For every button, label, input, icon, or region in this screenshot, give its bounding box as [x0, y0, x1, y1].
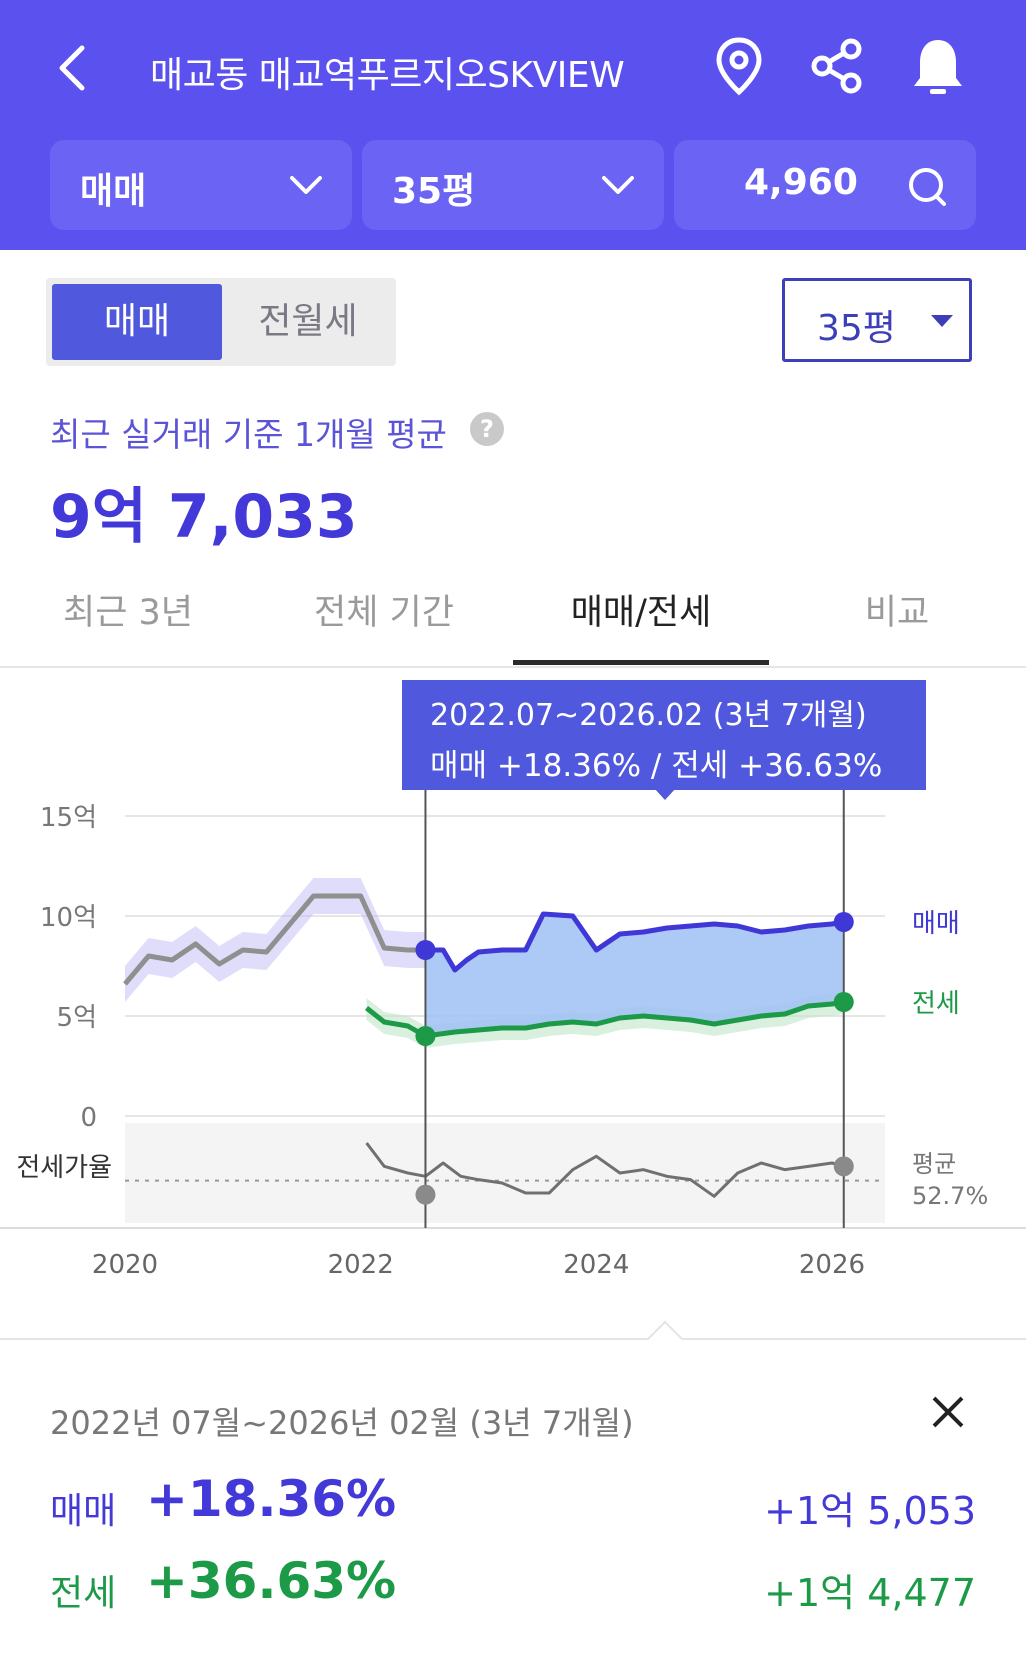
- size-dropdown-label: 35평: [817, 308, 896, 349]
- trade-type-dropdown[interactable]: 매매: [50, 140, 352, 230]
- trade-segment-control: 매매 전월세: [46, 278, 396, 366]
- summary-range: 2022년 07월~2026년 02월 (3년 7개월): [50, 1404, 634, 1442]
- summary-sale-amount: +1억 5,053: [764, 1489, 976, 1533]
- trade-type-label: 매매: [80, 171, 147, 212]
- sale-end-label: 매매: [912, 909, 960, 939]
- help-icon[interactable]: ?: [470, 412, 504, 446]
- ratio-axis-label: 전세가율: [16, 1153, 112, 1183]
- x-tick-label: 2026: [799, 1250, 865, 1280]
- summary-jeonse-amount: +1억 4,477: [764, 1571, 976, 1615]
- summary-sale-pct: +18.36%: [146, 1470, 397, 1528]
- average-label: 최근 실거래 기준 1개월 평균: [50, 415, 447, 454]
- jeonse-line: [364, 999, 845, 1039]
- average-price: 9억 7,033: [50, 482, 358, 552]
- jeonse-end-label: 전세: [912, 989, 960, 1019]
- tooltip-arrow: [654, 788, 676, 800]
- app-header: 매교동 매교역푸르지오SKVIEW 매매 35평 4,960: [0, 0, 1026, 250]
- chevron-down-icon: [290, 176, 322, 194]
- listing-count-button[interactable]: 4,960: [674, 140, 976, 230]
- jeonse-end-point: [833, 992, 854, 1012]
- x-tick-label: 2020: [92, 1250, 158, 1280]
- summary-panel: 2022년 07월~2026년 02월 (3년 7개월) 매매 +18.36% …: [0, 1320, 1026, 1661]
- summary-jeonse-label: 전세: [50, 1573, 117, 1614]
- tab-sale-jeonse[interactable]: 매매/전세: [570, 593, 712, 633]
- close-icon[interactable]: [928, 1392, 968, 1432]
- location-pin-icon[interactable]: [707, 34, 771, 98]
- area-dropdown[interactable]: 35평: [362, 140, 664, 230]
- segment-sale[interactable]: 매매: [52, 284, 222, 360]
- size-dropdown[interactable]: 35평: [782, 278, 972, 362]
- tooltip-change: 매매 +18.36% / 전세 +36.63%: [430, 748, 883, 784]
- tab-compare[interactable]: 비교: [864, 593, 930, 633]
- jeonse-start-point: [415, 1026, 436, 1046]
- chevron-down-icon: [602, 176, 634, 194]
- y-tick-label: 15억: [40, 803, 97, 833]
- y-tick-label: 10억: [40, 903, 97, 933]
- ratio-end-value: 52.7%: [912, 1182, 988, 1210]
- sale-line-past: [123, 893, 426, 986]
- tab-recent-3y[interactable]: 최근 3년: [63, 593, 193, 633]
- chart-tabs: 최근 3년 전체 기간 매매/전세 비교: [0, 576, 1026, 668]
- active-tab-indicator: [513, 660, 769, 665]
- tab-all-period[interactable]: 전체 기간: [314, 593, 454, 633]
- caret-down-icon: [931, 315, 953, 327]
- x-tick-label: 2024: [563, 1250, 629, 1280]
- listing-count: 4,960: [744, 162, 858, 203]
- back-icon[interactable]: [48, 38, 98, 98]
- range-tooltip: 2022.07~2026.02 (3년 7개월) 매매 +18.36% / 전세…: [402, 680, 926, 800]
- summary-sale-label: 매매: [50, 1491, 117, 1532]
- panel-notch: [646, 1320, 684, 1358]
- sale-line: [425, 911, 845, 973]
- x-tick-label: 2022: [328, 1250, 394, 1280]
- summary-jeonse-pct: +36.63%: [146, 1552, 397, 1610]
- area-label: 35평: [392, 171, 476, 212]
- ratio-line: [365, 1142, 845, 1198]
- sale-start-point: [415, 940, 436, 960]
- y-tick-label: 5억: [57, 1003, 97, 1033]
- segment-rent[interactable]: 전월세: [258, 301, 358, 342]
- sale-end-point: [833, 912, 854, 932]
- ratio-start-point: [415, 1184, 436, 1205]
- page-title: 매교동 매교역푸르지오SKVIEW: [150, 55, 625, 96]
- y-tick-label: 0: [80, 1103, 97, 1133]
- ratio-end-label: 평균: [912, 1150, 956, 1178]
- ratio-end-point: [833, 1156, 854, 1177]
- bell-icon[interactable]: [906, 34, 970, 98]
- share-icon[interactable]: [805, 34, 869, 98]
- tooltip-range: 2022.07~2026.02 (3년 7개월): [430, 698, 867, 733]
- ratio-band: [125, 1123, 885, 1223]
- title-bar: 매교동 매교역푸르지오SKVIEW: [0, 28, 1026, 108]
- search-icon: [909, 168, 946, 206]
